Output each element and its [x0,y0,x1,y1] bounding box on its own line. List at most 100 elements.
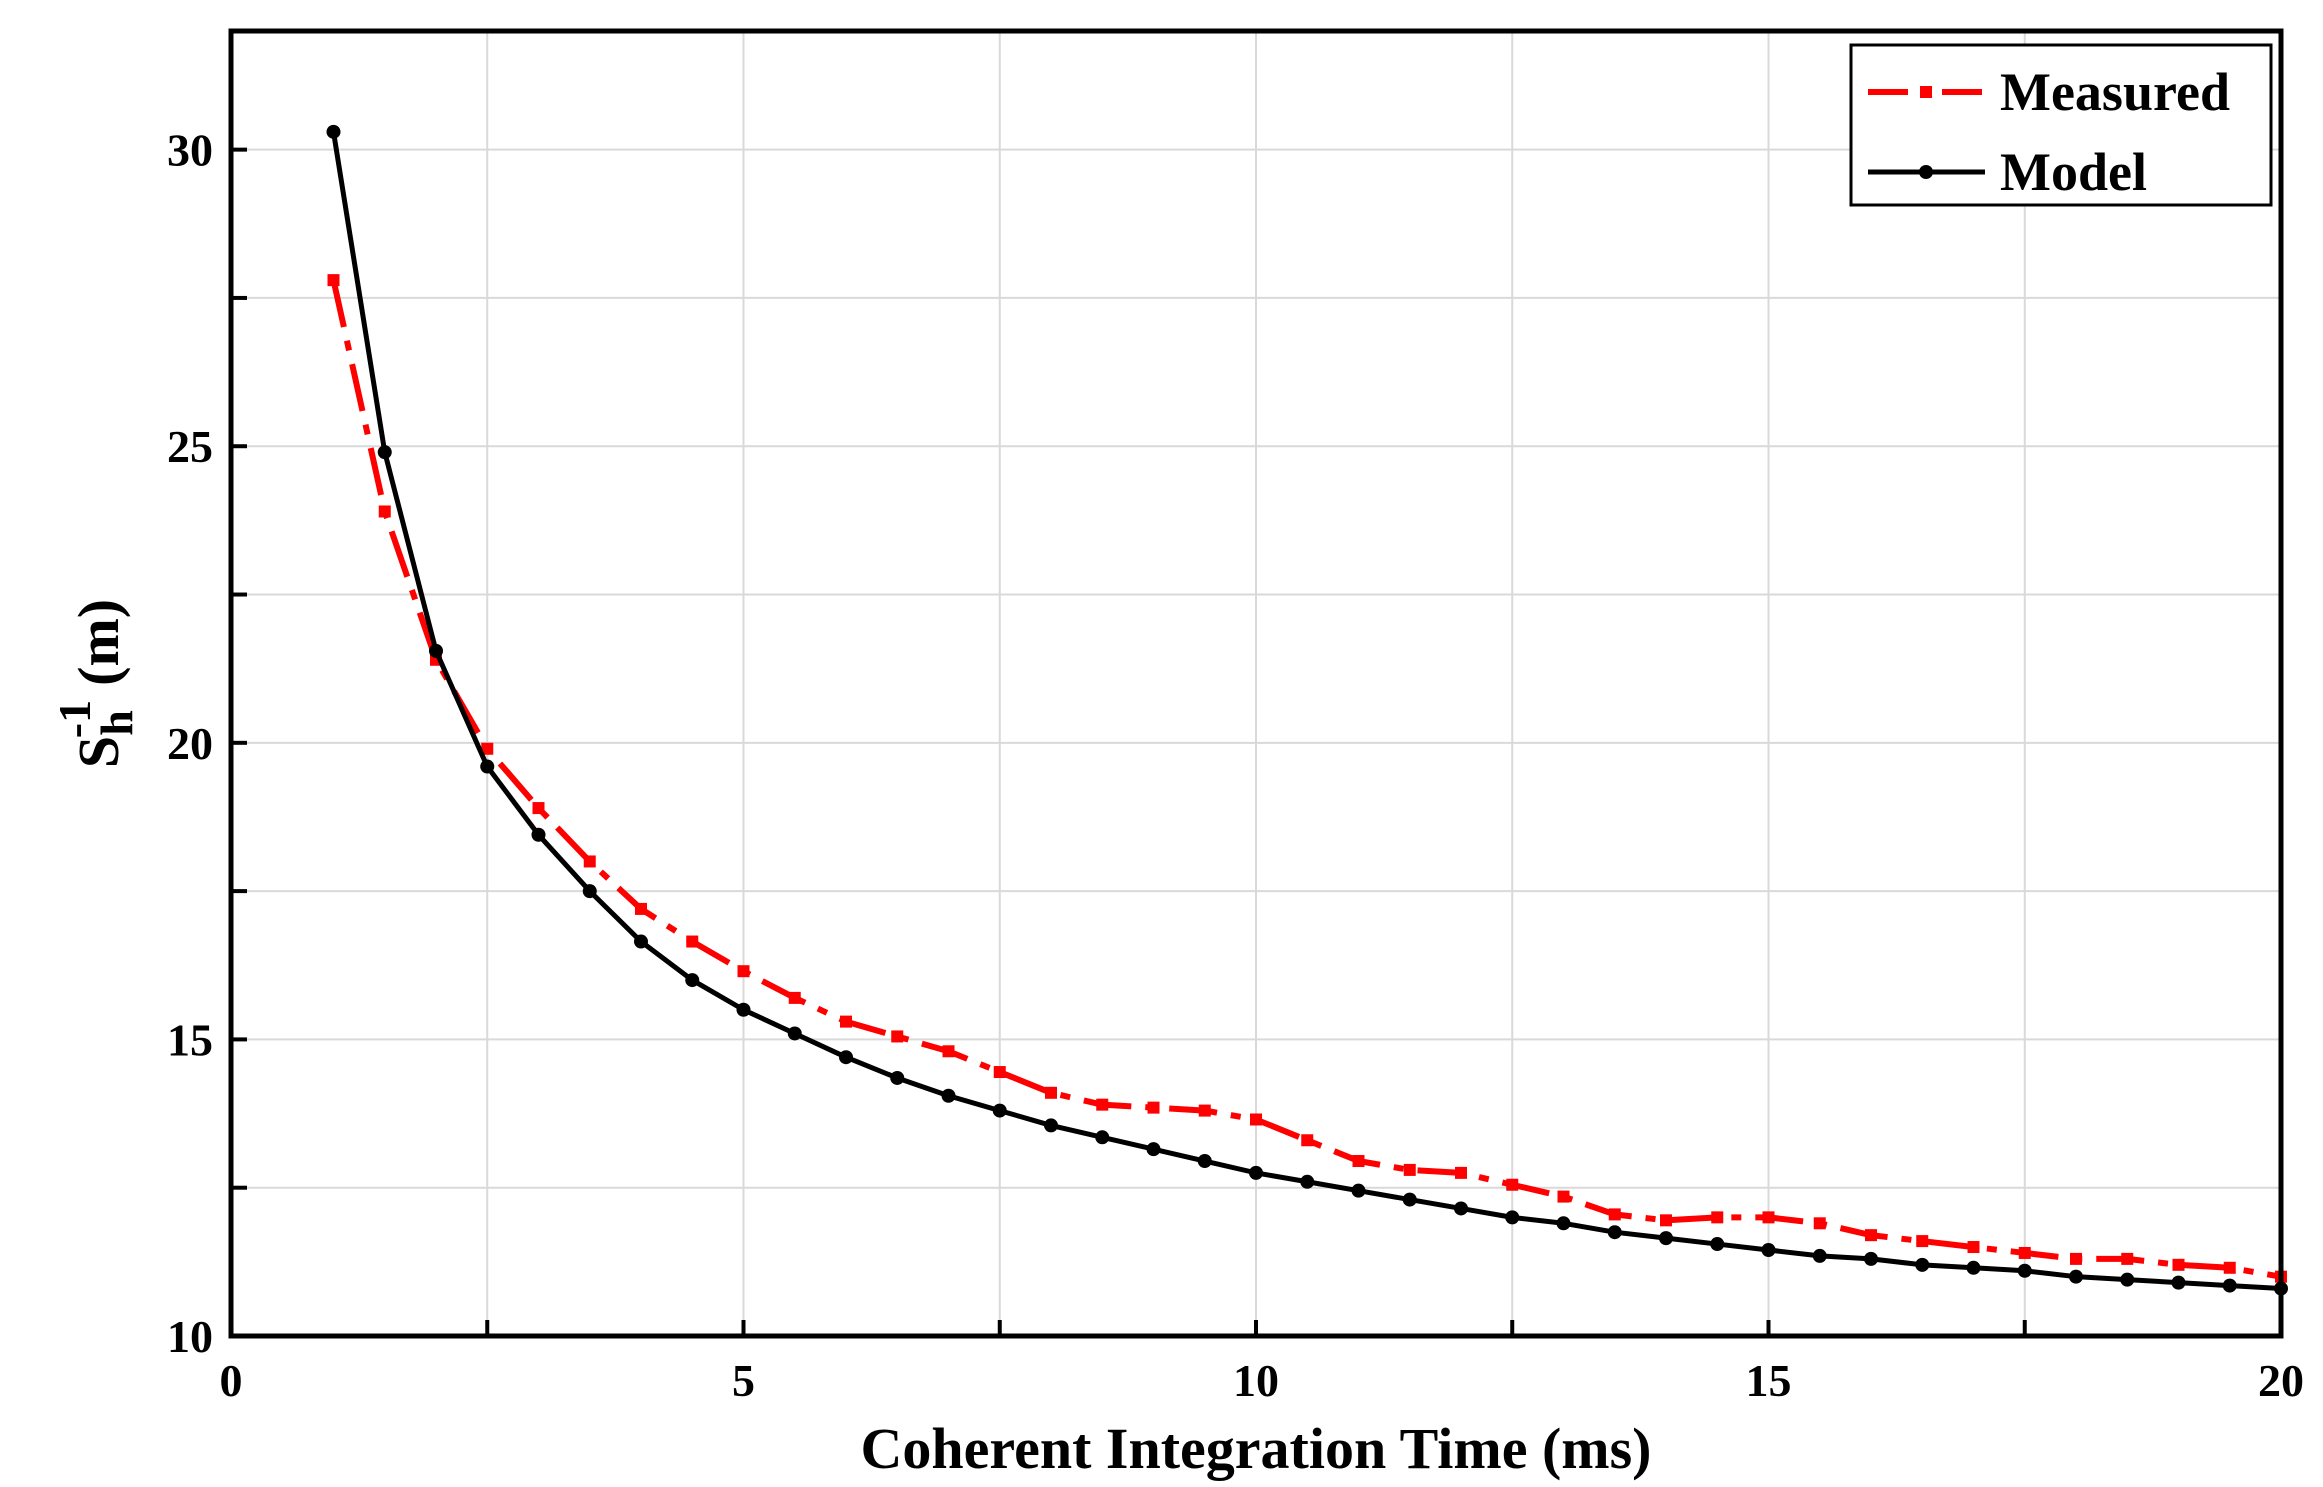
data-point-model [1659,1231,1673,1246]
data-point-model [1761,1242,1776,1257]
data-point-model [1812,1248,1827,1263]
data-point-model [1146,1142,1161,1157]
data-point-measured [891,1030,904,1043]
y-axis-unit: (m) [66,599,131,686]
data-point-model [736,1002,751,1017]
data-point-model [1249,1165,1263,1180]
data-point-model [2069,1269,2083,1284]
data-point-model [839,1050,853,1065]
data-point-measured [1813,1217,1826,1230]
legend-label-model: Model [2000,142,2147,202]
y-axis-title: Sh-1 (m) [49,599,142,768]
data-point-model [1402,1192,1417,1207]
x-tick-label: 15 [1746,1355,1792,1406]
data-point-measured [1045,1086,1057,1099]
y-axis-symbol: S [66,736,131,768]
data-point-measured [1762,1211,1775,1224]
tick-labels: 0 5 10 15 20 10 15 20 25 30 [167,125,2304,1406]
svg-text:Sh-1(m): Sh-1 (m) [49,599,142,768]
x-axis-title: Coherent Integration Time (ms) [861,1416,1652,1481]
x-tick-label: 5 [732,1355,755,1406]
data-point-model [787,1026,802,1041]
data-point-model [992,1103,1007,1118]
data-point-model [685,973,700,988]
y-tick-label: 30 [167,125,213,176]
legend-marker-measured [1920,86,1932,98]
data-point-measured [378,505,391,518]
data-point-model [531,827,546,842]
data-point-measured [686,935,699,948]
data-point-measured [2121,1252,2134,1265]
data-point-model [890,1070,905,1085]
data-point-measured [481,742,494,755]
plot-frame [228,28,2284,1339]
data-point-measured [1711,1211,1724,1224]
data-point-measured [635,902,647,915]
legend: Measured Model [1849,43,2273,207]
data-point-model [1864,1251,1878,1266]
data-point-model [634,934,648,949]
data-point-model [2222,1278,2237,1293]
x-tick-label: 20 [2258,1355,2304,1406]
legend-label-measured: Measured [2000,62,2230,122]
data-point-measured [1250,1113,1262,1126]
data-point-model [377,445,392,460]
data-point-measured [1403,1163,1416,1176]
data-point-measured [583,855,596,868]
data-point-measured [788,991,801,1004]
grid-lines [231,31,2281,1336]
series-measured [327,274,2287,1283]
y-tick-label: 10 [167,1311,213,1362]
data-point-model [1966,1260,1981,1275]
data-point-model [1505,1210,1520,1225]
data-point-model [1351,1183,1366,1198]
data-point-model [429,643,443,658]
y-axis-subscript: h [91,710,142,736]
data-point-model [941,1088,956,1103]
data-point-model [1197,1154,1212,1169]
axis-ticks [231,147,2027,1336]
data-point-model [1300,1174,1315,1189]
y-tick-label: 25 [167,421,213,472]
data-point-measured [2223,1261,2236,1274]
data-point-measured [1557,1190,1570,1203]
data-point-measured [1198,1104,1211,1117]
data-point-model [2120,1272,2135,1287]
data-point-measured [1147,1101,1160,1114]
data-point-model [1607,1225,1622,1240]
data-point-model [1454,1201,1468,1216]
data-point-measured [532,802,545,815]
data-point-measured [993,1066,1006,1079]
data-point-measured [1916,1235,1929,1248]
legend-box [1849,43,2273,207]
y-tick-label: 15 [167,1014,213,1065]
data-point-measured [840,1015,852,1028]
data-point-measured [1301,1134,1314,1147]
data-point-model [480,759,495,774]
y-tick-label: 20 [167,718,213,769]
data-point-measured [327,274,340,287]
data-point-measured [1096,1098,1109,1111]
data-point-model [582,884,597,899]
series-line-measured [330,279,2282,1280]
data-point-measured [2018,1246,2031,1259]
data-point-model [1044,1118,1058,1133]
data-point-measured [2070,1252,2082,1265]
x-tick-label: 0 [220,1355,243,1406]
data-point-model [1095,1130,1110,1145]
data-point-measured [1352,1155,1365,1168]
data-point-model [2017,1263,2032,1278]
data-point-measured [1455,1166,1467,1179]
data-point-measured [942,1045,955,1058]
data-point-model [1915,1257,1930,1272]
data-point-measured [1608,1208,1621,1221]
series-line-model [331,131,2282,1292]
data-point-measured [1967,1241,1980,1254]
data-point-measured [1865,1229,1877,1242]
series-model [326,124,2288,1296]
data-point-measured [2172,1258,2185,1271]
data-point-measured [1506,1178,1519,1191]
data-point-model [1556,1216,1571,1231]
data-point-model [2171,1275,2186,1290]
